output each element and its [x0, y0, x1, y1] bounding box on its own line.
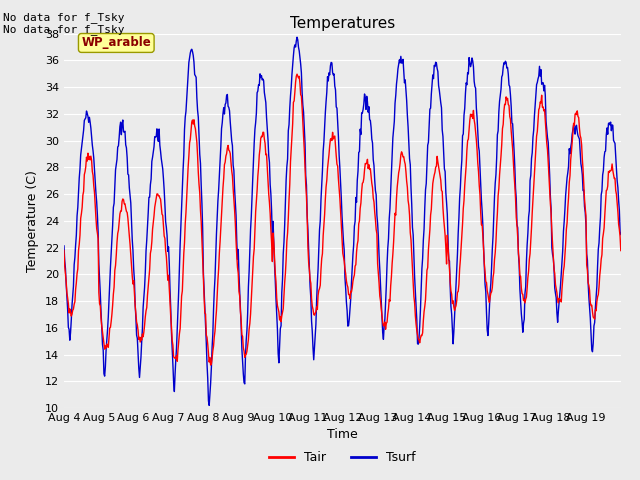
X-axis label: Time: Time [327, 429, 358, 442]
Y-axis label: Temperature (C): Temperature (C) [26, 170, 39, 272]
Text: WP_arable: WP_arable [81, 36, 151, 49]
Text: No data for f_Tsky
No data for f_Tsky: No data for f_Tsky No data for f_Tsky [3, 12, 125, 36]
Legend: Tair, Tsurf: Tair, Tsurf [264, 446, 420, 469]
Title: Temperatures: Temperatures [290, 16, 395, 31]
